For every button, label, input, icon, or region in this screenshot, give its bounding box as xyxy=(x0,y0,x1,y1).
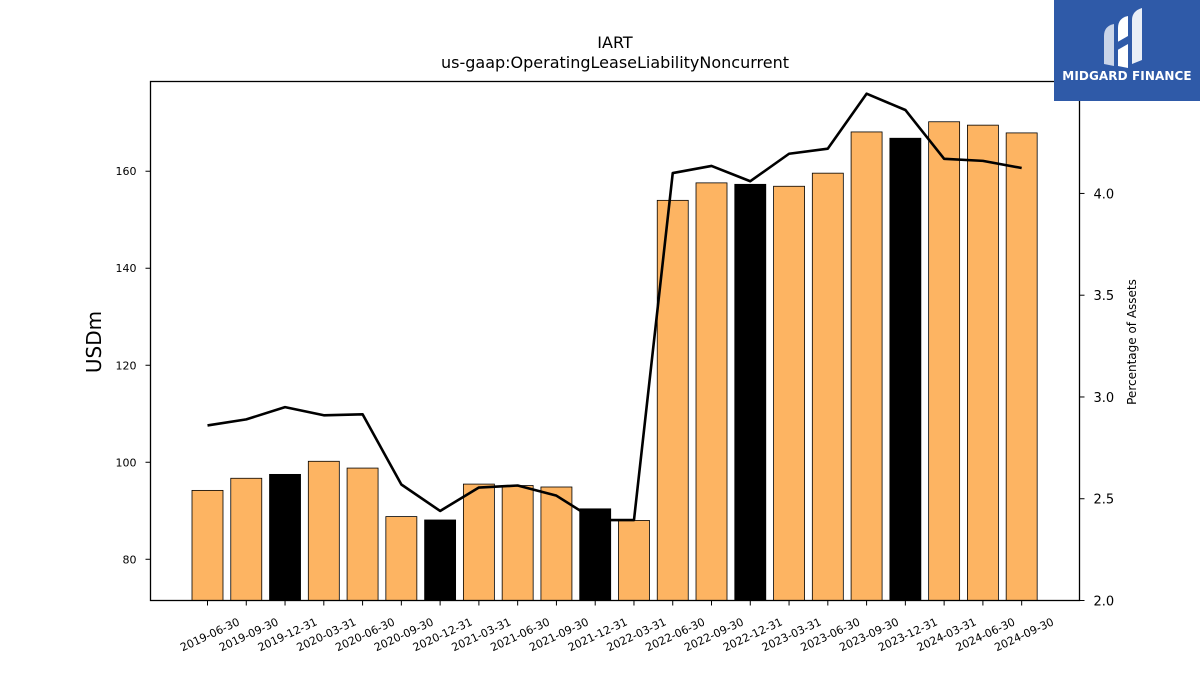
bar-2021-12-31 xyxy=(579,508,612,601)
y-tick-label: 100 xyxy=(116,456,137,469)
percentage-of-assets-line xyxy=(207,92,1022,522)
y2-tick-label: 3.0 xyxy=(1094,391,1115,406)
y2-axis-label: Percentage of Assets xyxy=(1125,279,1139,405)
bar-2022-12-31 xyxy=(734,183,767,601)
y-axis-right: 2.02.53.03.54.04.5 xyxy=(1079,86,1115,610)
chart-subtitle: us-gaap:OperatingLeaseLiabilityNoncurren… xyxy=(441,53,789,72)
bar-2019-12-31 xyxy=(269,473,301,601)
bars-layer xyxy=(191,121,1038,601)
bar-2023-03-31 xyxy=(773,185,805,601)
bar-2019-09-30 xyxy=(230,477,263,601)
bar-2021-06-30 xyxy=(501,485,534,601)
y2-tick-label: 4.0 xyxy=(1094,187,1115,202)
midgard-finance-logo: MIDGARD FINANCE xyxy=(1054,0,1200,101)
bar-2021-03-31 xyxy=(462,483,495,601)
y2-tick-label: 2.5 xyxy=(1094,493,1115,508)
x-axis: 2019-06-302019-09-302019-12-312020-03-31… xyxy=(178,600,1056,654)
y2-tick-label: 3.5 xyxy=(1094,289,1115,304)
line-layer xyxy=(207,92,1022,522)
bar-2023-06-30 xyxy=(811,172,844,601)
y-axis-label: USDm xyxy=(82,311,106,373)
bar-2024-06-30 xyxy=(967,124,999,601)
y-axis-left: 80 100 120 140 160 xyxy=(116,165,151,566)
y-tick-label: 160 xyxy=(116,165,137,178)
logo-wordmark: MIDGARD FINANCE xyxy=(1062,69,1192,83)
bar-2022-03-31 xyxy=(618,520,650,601)
bar-2020-12-31 xyxy=(424,519,457,601)
bar-2020-06-30 xyxy=(346,467,379,601)
bar-2023-12-31 xyxy=(889,137,922,601)
y-tick-label: 80 xyxy=(123,553,137,566)
bar-2020-09-30 xyxy=(385,516,418,601)
bar-2024-09-30 xyxy=(1005,132,1038,601)
bar-2023-09-30 xyxy=(850,131,883,601)
bar-2022-09-30 xyxy=(695,182,728,601)
bar-2024-03-31 xyxy=(928,121,961,601)
bar-2021-09-30 xyxy=(540,486,573,601)
midgard-logo-mark-icon xyxy=(1104,8,1142,68)
bar-2020-03-31 xyxy=(307,460,340,601)
y2-tick-label: 2.0 xyxy=(1094,595,1115,610)
y-tick-label: 140 xyxy=(116,262,137,275)
bar-2019-06-30 xyxy=(191,489,224,601)
plot-frame xyxy=(149,80,1081,602)
chart-title: IART xyxy=(597,33,633,52)
y-tick-label: 120 xyxy=(116,359,137,372)
